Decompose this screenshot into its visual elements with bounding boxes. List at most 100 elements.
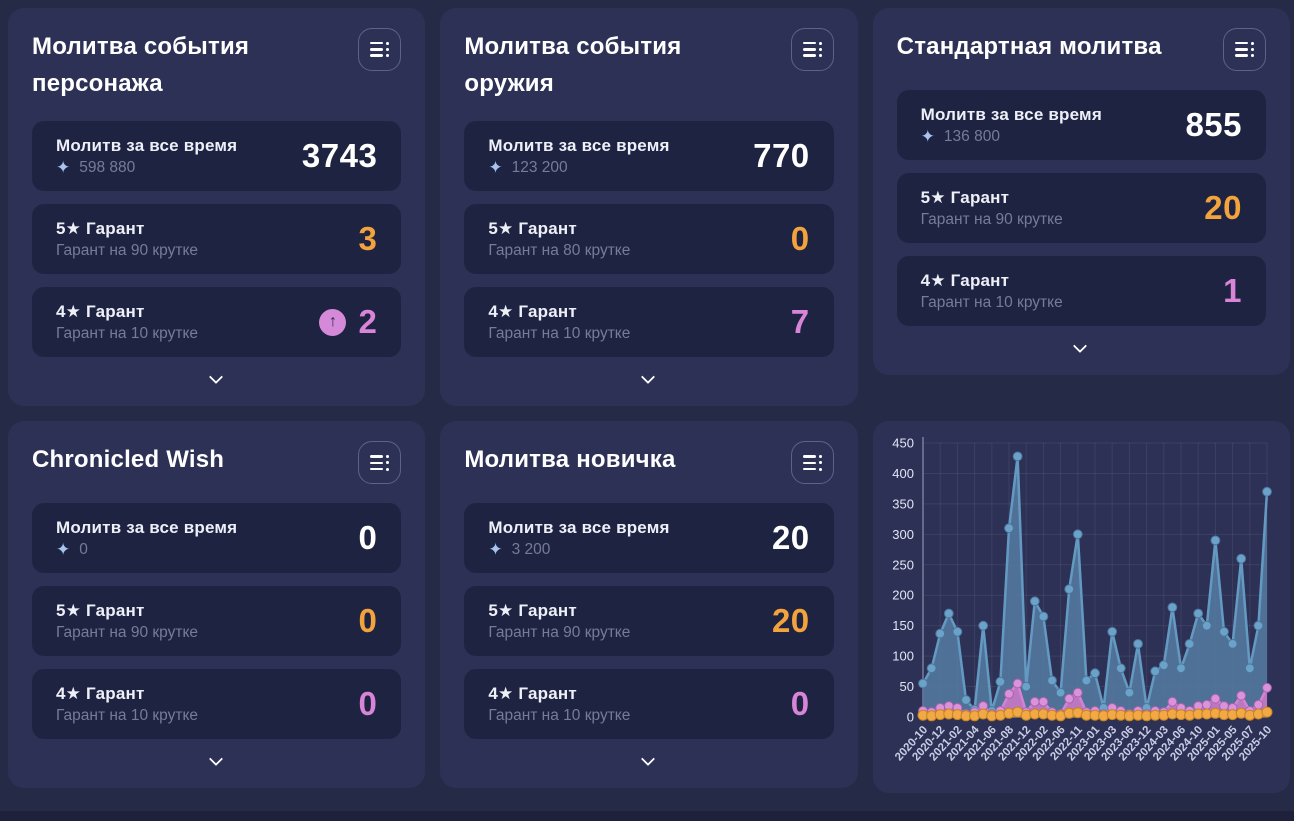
stat-sub: Гарант на 90 крутке bbox=[56, 241, 199, 259]
panel-wish-history-chart: 0 50 100 150 200 250 300 350 400 450 2020-10 2020-1… bbox=[872, 421, 1290, 794]
chevron-down-icon bbox=[208, 370, 223, 385]
stat-value: 3 bbox=[358, 220, 378, 258]
list-menu-icon bbox=[370, 455, 390, 471]
chevron-down-icon bbox=[640, 370, 656, 385]
chevron-down-icon bbox=[1073, 338, 1088, 354]
panel-header: Стандартная молитва bbox=[897, 28, 1266, 71]
stat-value: 20 bbox=[771, 519, 810, 557]
panel-header: Chronicled Wish bbox=[32, 441, 402, 485]
panel-header: Молитва события персонажа bbox=[32, 28, 402, 102]
list-menu-icon bbox=[802, 41, 822, 58]
primogem-count: 598 880 bbox=[79, 158, 136, 176]
svg-text:150: 150 bbox=[892, 619, 914, 634]
list-menu-icon bbox=[370, 41, 390, 58]
stat-sub: Гарант на 10 крутке bbox=[56, 324, 199, 342]
primogem-icon: ✦ bbox=[488, 540, 503, 560]
stat-card-total-wishes: Молитв за все время ✦ 123 200 770 bbox=[464, 121, 834, 192]
primogem-count: 123 200 bbox=[511, 158, 568, 176]
page-bottom-strip bbox=[0, 811, 1294, 821]
stat-value: 0 bbox=[358, 519, 378, 557]
stat-value: 20 bbox=[1204, 189, 1242, 226]
stat-sub: ✦ 3 200 bbox=[488, 541, 669, 559]
stat-sub: ✦ 136 800 bbox=[921, 128, 1102, 146]
panel-menu-button[interactable] bbox=[790, 441, 834, 485]
stat-sub: Гарант на 80 крутке bbox=[488, 241, 631, 259]
dashboard-grid: Молитва события персонажа Молитв за все … bbox=[8, 8, 1290, 794]
stat-label: 5★ Гарант bbox=[56, 600, 145, 620]
stat-card-5star-pity: 5★ Гарант Гарант на 90 крутке 20 bbox=[464, 586, 834, 657]
stat-sub: ✦ 0 bbox=[56, 541, 237, 559]
stat-label: Молитв за все время bbox=[488, 135, 670, 155]
expand-panel-button[interactable] bbox=[1061, 338, 1101, 357]
stat-value: 770 bbox=[753, 137, 810, 175]
stat-card-5star-pity: 5★ Гарант Гарант на 90 крутке 3 bbox=[32, 204, 402, 275]
list-menu-icon bbox=[802, 455, 822, 471]
stat-sub: ✦ 123 200 bbox=[488, 159, 669, 177]
stat-value: 1 bbox=[1223, 272, 1242, 309]
svg-text:350: 350 bbox=[892, 497, 914, 512]
stat-value: 2 bbox=[358, 303, 378, 341]
stat-value: 855 bbox=[1185, 106, 1242, 143]
stat-card-total-wishes: Молитв за все время ✦ 3 200 20 bbox=[464, 503, 834, 574]
stat-label: 5★ Гарант bbox=[488, 600, 577, 620]
stat-value: 0 bbox=[790, 685, 810, 723]
up-arrow-badge: ↑ bbox=[319, 308, 347, 336]
stat-value: 20 bbox=[771, 602, 810, 640]
panel-menu-button[interactable] bbox=[358, 28, 402, 71]
primogem-icon: ✦ bbox=[488, 158, 503, 178]
expand-panel-button[interactable] bbox=[197, 370, 237, 388]
wish-history-chart-svg: 0501001502002503003504004502020-102020-1… bbox=[892, 436, 1274, 764]
svg-text:400: 400 bbox=[892, 466, 914, 481]
stat-card-4star-pity: 4★ Гарант Гарант на 10 крутке 7 bbox=[464, 287, 834, 358]
expand-panel-button[interactable] bbox=[629, 370, 669, 388]
stat-card-5star-pity: 5★ Гарант Гарант на 80 крутке 0 bbox=[464, 204, 834, 275]
wish-history-chart: 0 50 100 150 200 250 300 350 400 450 2020-10 2020-1… bbox=[873, 421, 1290, 794]
panel-character-event-wish: Молитва события персонажа Молитв за все … bbox=[8, 8, 426, 407]
stat-label: 4★ Гарант bbox=[488, 301, 577, 321]
panel-weapon-event-wish: Молитва события оружия Молитв за все вре… bbox=[440, 8, 858, 407]
svg-text:50: 50 bbox=[899, 679, 913, 694]
stat-label: 4★ Гарант bbox=[488, 683, 577, 703]
stat-sub: Гарант на 10 крутке bbox=[488, 324, 631, 342]
panel-title: Молитва события персонажа bbox=[32, 33, 250, 98]
panel-header: Молитва новичка bbox=[464, 441, 834, 485]
stat-label: 4★ Гарант bbox=[56, 683, 145, 703]
expand-panel-button[interactable] bbox=[197, 752, 237, 770]
stat-label: 5★ Гарант bbox=[56, 218, 145, 238]
stat-value: 0 bbox=[358, 602, 378, 640]
stat-label: Молитв за все время bbox=[56, 135, 238, 155]
svg-text:200: 200 bbox=[892, 588, 914, 603]
svg-text:0: 0 bbox=[906, 710, 913, 725]
stat-label: 4★ Гарант bbox=[920, 270, 1010, 290]
primogem-icon: ✦ bbox=[56, 540, 71, 560]
chevron-down-icon bbox=[640, 752, 656, 767]
panel-title: Chronicled Wish bbox=[32, 446, 225, 474]
primogem-icon: ✦ bbox=[56, 158, 71, 178]
chevron-down-icon bbox=[208, 752, 223, 767]
stat-sub: Гарант на 10 крутке bbox=[920, 293, 1063, 311]
panel-menu-button[interactable] bbox=[790, 28, 834, 71]
primogem-count: 0 bbox=[79, 540, 88, 558]
stat-label: Молитв за все время bbox=[488, 517, 670, 537]
stat-card-5star-pity: 5★ Гарант Гарант на 90 крутке 20 bbox=[896, 173, 1266, 243]
stat-card-4star-pity: 4★ Гарант Гарант на 10 крутке 0 bbox=[464, 669, 834, 740]
stat-card-4star-pity: 4★ Гарант Гарант на 10 крутке ↑ 2 bbox=[32, 287, 402, 358]
stat-card-total-wishes: Молитв за все время ✦ 0 0 bbox=[32, 503, 402, 574]
stat-value: 3743 bbox=[301, 137, 378, 175]
stat-card-4star-pity: 4★ Гарант Гарант на 10 крутке 1 bbox=[896, 256, 1266, 326]
panel-menu-button[interactable] bbox=[358, 441, 402, 485]
expand-panel-button[interactable] bbox=[629, 752, 669, 770]
panel-menu-button[interactable] bbox=[1223, 28, 1266, 71]
stat-sub: Гарант на 90 крутке bbox=[488, 623, 631, 641]
stat-card-5star-pity: 5★ Гарант Гарант на 90 крутке 0 bbox=[32, 586, 402, 657]
stat-label: Молитв за все время bbox=[920, 104, 1102, 124]
primogem-count: 3 200 bbox=[511, 540, 551, 558]
stat-label: Молитв за все время bbox=[56, 517, 238, 537]
stat-value: 7 bbox=[790, 303, 810, 341]
primogem-icon: ✦ bbox=[920, 127, 935, 146]
svg-text:250: 250 bbox=[892, 558, 914, 573]
list-menu-icon bbox=[1235, 41, 1254, 58]
primogem-count: 136 800 bbox=[943, 127, 1000, 145]
stat-label: 4★ Гарант bbox=[56, 301, 145, 321]
panel-header: Молитва события оружия bbox=[464, 28, 834, 102]
